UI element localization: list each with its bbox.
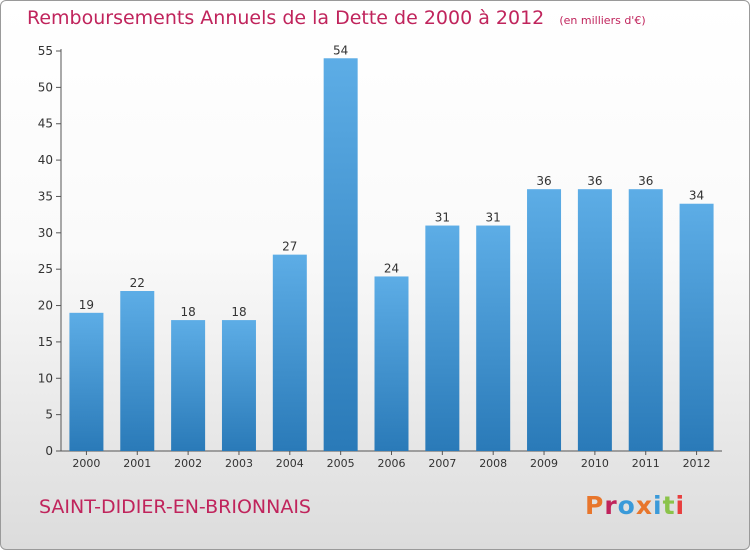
bar [171, 320, 206, 451]
x-tick-label: 2000 [72, 457, 100, 470]
bar-value-label: 31 [435, 211, 450, 225]
bar [323, 58, 358, 451]
x-tick-label: 2011 [632, 457, 660, 470]
bar-value-label: 34 [689, 189, 704, 203]
logo-letter: i [675, 491, 686, 520]
y-tick-label: 30 [38, 226, 53, 240]
chart-subtitle: (en milliers d'€) [559, 14, 646, 27]
bar-value-label: 18 [231, 305, 246, 319]
bar [221, 320, 256, 451]
x-tick-label: 2006 [378, 457, 406, 470]
chart-title: Remboursements Annuels de la Dette de 20… [27, 7, 545, 29]
x-tick-label: 2007 [428, 457, 456, 470]
labels: 19 2000 22 2001 18 2002 18 2003 27 2004 54 2005 24 20… [72, 43, 710, 470]
x-tick-label: 2005 [327, 457, 355, 470]
x-tick-label: 2004 [276, 457, 304, 470]
bar-value-label: 31 [486, 211, 501, 225]
logo-letter: o [617, 491, 636, 520]
x-tick-label: 2009 [530, 457, 558, 470]
logo-letter: P [585, 491, 605, 520]
y-tick-label: 45 [38, 117, 53, 131]
y-tick-label: 10 [38, 371, 53, 385]
x-tick-label: 2002 [174, 457, 202, 470]
bar-value-label: 36 [638, 174, 653, 188]
x-tick-label: 2008 [479, 457, 507, 470]
bar-value-label: 18 [180, 305, 195, 319]
x-tick-label: 2001 [123, 457, 151, 470]
y-tick-label: 25 [38, 262, 53, 276]
bar-value-label: 22 [130, 276, 145, 290]
title-row: Remboursements Annuels de la Dette de 20… [27, 7, 646, 29]
bar [120, 291, 155, 451]
bar [69, 312, 104, 451]
y-tick-label: 35 [38, 189, 53, 203]
logo-letter: r [604, 491, 618, 520]
y-tick-label: 5 [45, 408, 53, 422]
x-tick-label: 2003 [225, 457, 253, 470]
x-tick-label: 2012 [683, 457, 711, 470]
bar [679, 203, 714, 451]
proxiti-logo: Proxiti [585, 491, 685, 520]
bar [577, 189, 612, 451]
y-tick-label: 40 [38, 153, 53, 167]
bar [527, 189, 562, 451]
bar [476, 225, 511, 451]
bar-value-label: 36 [536, 174, 551, 188]
y-tick-label: 0 [45, 444, 53, 458]
logo-letter: i [653, 491, 663, 520]
logo-letter: x [635, 491, 653, 520]
bar-value-label: 54 [333, 43, 348, 57]
bar-value-label: 24 [384, 261, 399, 275]
y-tick-label: 50 [38, 80, 53, 94]
bar-value-label: 27 [282, 240, 297, 254]
bars [69, 58, 714, 451]
y-tick-label: 15 [38, 335, 53, 349]
y-tick-label: 20 [38, 299, 53, 313]
bar [425, 225, 460, 451]
bar [628, 189, 663, 451]
bar-value-label: 36 [587, 174, 602, 188]
y-tick-label: 55 [38, 44, 53, 58]
x-tick-label: 2010 [581, 457, 609, 470]
logo-letter: t [662, 491, 676, 520]
bar [374, 276, 409, 451]
bar [272, 254, 307, 451]
bar-value-label: 19 [79, 298, 94, 312]
commune-name: SAINT-DIDIER-EN-BRIONNAIS [39, 496, 311, 518]
